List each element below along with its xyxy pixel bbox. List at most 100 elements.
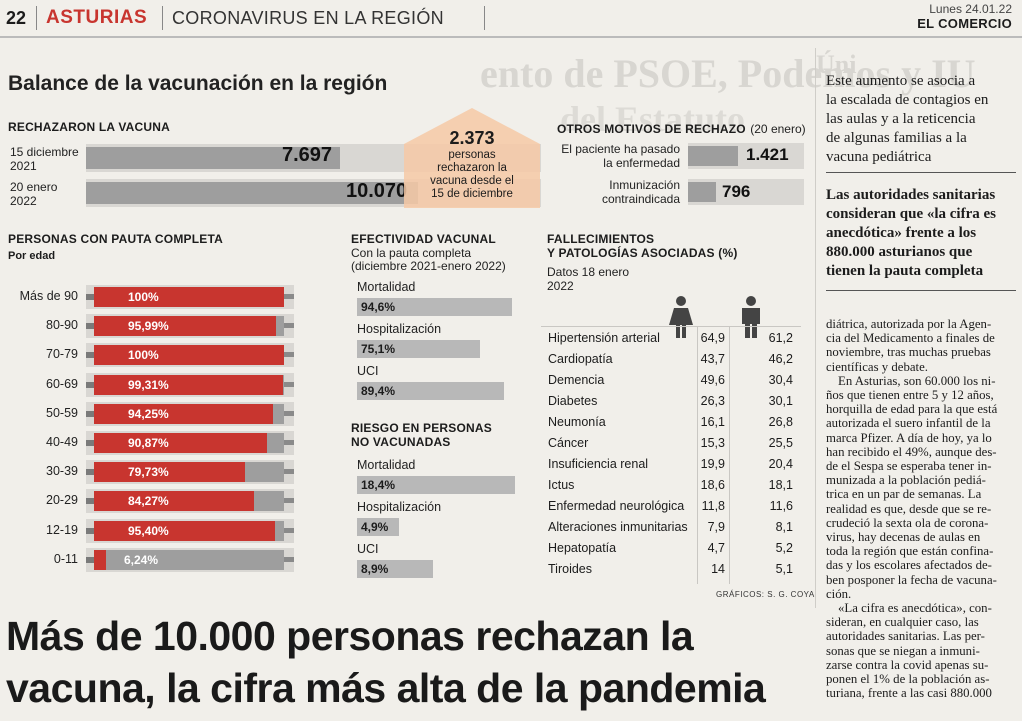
otros-bar bbox=[688, 182, 716, 202]
body-text-line: turiana, frente a las casi 880.000 bbox=[826, 686, 992, 701]
subsection-name: CORONAVIRUS EN LA REGIÓN bbox=[172, 8, 444, 28]
body-text-line: ción. bbox=[826, 586, 852, 601]
otros-value-label: 1.421 bbox=[746, 145, 789, 164]
table-row-label: Alteraciones inmunitarias bbox=[548, 520, 688, 534]
pauta-value-label: 99,31% bbox=[128, 377, 169, 392]
header-divider bbox=[484, 6, 485, 30]
table-row-label: Ictus bbox=[548, 478, 575, 492]
syringe-needle bbox=[284, 294, 294, 299]
column-rule bbox=[815, 48, 816, 608]
table-cell-hombres: 30,1 bbox=[768, 394, 793, 408]
syringe-needle bbox=[284, 410, 294, 416]
pauta-value-label: 95,99% bbox=[128, 319, 169, 334]
table-cell-mujeres: 49,6 bbox=[700, 373, 725, 387]
riesgo-bar bbox=[357, 560, 433, 578]
table-cell-hombres: 8,1 bbox=[775, 520, 793, 534]
pauta-age-label: 30-39 bbox=[46, 464, 78, 479]
efectividad-bar bbox=[357, 340, 480, 358]
pauta-subtitle: Por edad bbox=[8, 250, 56, 262]
table-cell-mujeres: 15,3 bbox=[700, 436, 725, 450]
table-cell-mujeres: 19,9 bbox=[700, 457, 725, 471]
table-row-label: Tiroides bbox=[548, 562, 592, 576]
bleed-through-line: del Estatuto bbox=[560, 99, 746, 139]
pullquote-rule bbox=[826, 290, 1016, 291]
syringe-plunger bbox=[86, 556, 94, 563]
efectividad-label: Hospitalización bbox=[357, 322, 442, 336]
pauta-value-label: 100% bbox=[128, 290, 159, 304]
syringe-plunger bbox=[86, 498, 94, 505]
hombre-icon bbox=[742, 296, 760, 338]
pauta-age-label: 80-90 bbox=[46, 318, 78, 333]
body-text-line: autoridades sanitarias. Las per- bbox=[826, 629, 985, 644]
table-row-label: Diabetes bbox=[548, 394, 598, 408]
table-row-label: Hepatopatía bbox=[548, 541, 617, 555]
syringe-needle bbox=[284, 440, 294, 445]
article-body: diátrica, autorizada por la Agen-cia del… bbox=[826, 317, 1020, 700]
efectividad-label: Mortalidad bbox=[357, 280, 416, 294]
table-row-label: Demencia bbox=[548, 373, 605, 387]
pauta-value-label: 84,27% bbox=[128, 494, 169, 509]
mujer-icon bbox=[669, 296, 693, 338]
pauta-value-label: 94,25% bbox=[128, 406, 169, 421]
pauta-bar bbox=[94, 520, 275, 541]
pauta-value-label: 90,87% bbox=[128, 436, 169, 450]
efectividad-value-label: 94,6% bbox=[361, 300, 396, 314]
pauta-value-label: 6,24% bbox=[124, 552, 159, 567]
body-text-line: marca Pfizer. A día de hoy, ya lo bbox=[826, 430, 992, 445]
body-text-line: ponen el 1% de la población as- bbox=[826, 672, 990, 687]
riesgo-bar bbox=[357, 476, 515, 494]
increase-arrow-shape bbox=[404, 108, 540, 208]
riesgo-label: Mortalidad bbox=[357, 458, 416, 472]
body-text-line: «La cifra es anecdótica», con- bbox=[838, 601, 992, 616]
syringe-needle bbox=[284, 556, 294, 562]
pauta-age-label: 70-79 bbox=[46, 347, 78, 362]
fallecimientos-subtitle: Datos 18 enero 2022 bbox=[547, 265, 630, 293]
table-cell-hombres: 11,6 bbox=[769, 499, 793, 513]
body-text-line: noviembre, tras muchas pruebas bbox=[826, 345, 991, 360]
pauta-bar bbox=[94, 433, 267, 453]
table-cell-hombres: 5,2 bbox=[775, 541, 793, 555]
otros-label: Inmunización contraindicada bbox=[601, 178, 680, 206]
riesgo-value-label: 18,4% bbox=[361, 478, 396, 492]
pauta-bar bbox=[94, 374, 283, 395]
body-text-line: horquilla de edad para la que está bbox=[826, 402, 998, 417]
efectividad-value-label: 89,4% bbox=[361, 384, 396, 398]
riesgo-label: UCI bbox=[357, 542, 379, 556]
body-text-line: diátrica, autorizada por la Agen- bbox=[826, 317, 992, 331]
table-cell-mujeres: 26,3 bbox=[700, 394, 725, 408]
page-number: 22 bbox=[6, 8, 27, 28]
pauta-age-label: 12-19 bbox=[46, 522, 78, 537]
pauta-bar bbox=[94, 403, 273, 424]
table-cell-mujeres: 18,6 bbox=[700, 478, 725, 492]
rechazo-bar bbox=[86, 182, 418, 204]
body-text-line: virus, hay decenas de aulas en bbox=[826, 530, 981, 545]
otros-value-label: 796 bbox=[722, 182, 751, 201]
pauta-value-label: 95,40% bbox=[128, 523, 169, 538]
table-cell-hombres: 26,8 bbox=[768, 415, 793, 429]
riesgo-value-label: 4,9% bbox=[361, 520, 389, 534]
rechazo-label: 15 diciembre 2021 bbox=[10, 145, 79, 173]
syringe-plunger bbox=[86, 323, 94, 330]
body-text-line: sideran, en cualquier caso, las bbox=[826, 615, 979, 630]
issue-date: Lunes 24.01.22 bbox=[929, 2, 1012, 16]
bleed-through-line: ento de PSOE, Podemos y IU bbox=[480, 51, 976, 96]
table-row-label: Cardiopatía bbox=[548, 352, 613, 366]
syringe-needle bbox=[284, 498, 294, 504]
efectividad-value-label: 75,1% bbox=[361, 342, 396, 356]
syringe-needle bbox=[284, 323, 294, 329]
table-cell-hombres: 5,1 bbox=[775, 562, 793, 576]
body-text-line: munizada a la población pediá- bbox=[826, 473, 986, 488]
table-cell-mujeres: 64,9 bbox=[700, 331, 725, 345]
body-text-line: han recibido el 49%, aunque des- bbox=[826, 444, 997, 459]
table-divider bbox=[541, 326, 801, 327]
table-cell-mujeres: 11,8 bbox=[701, 499, 725, 513]
syringe-plunger bbox=[86, 469, 94, 476]
riesgo-label: Hospitalización bbox=[357, 500, 442, 514]
rechazo-annotation: 2.373 personas rechazaron la vacuna desd… bbox=[430, 128, 514, 200]
table-cell-mujeres: 4,7 bbox=[707, 541, 725, 555]
pauta-age-label: 0-11 bbox=[53, 551, 78, 566]
table-row-label: Insuficiencia renal bbox=[548, 457, 649, 471]
body-text-line: das y los escolares afectados de- bbox=[826, 558, 992, 573]
pauta-age-label: 40-49 bbox=[46, 435, 78, 449]
syringe-needle bbox=[284, 381, 294, 387]
